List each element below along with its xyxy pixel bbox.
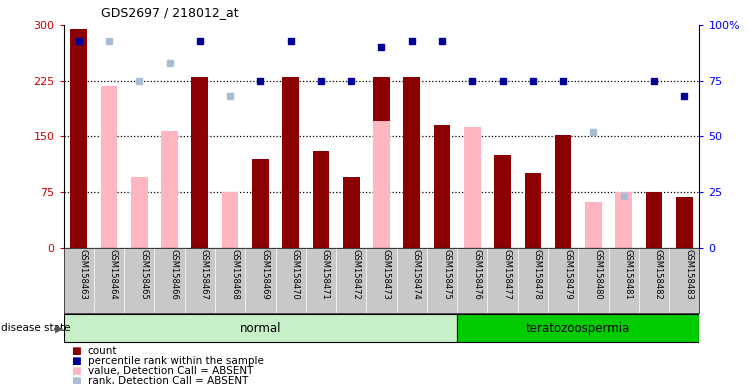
Text: ■: ■ bbox=[71, 356, 81, 366]
Bar bbox=[676, 197, 693, 248]
Text: disease state: disease state bbox=[1, 323, 71, 333]
Text: ■: ■ bbox=[71, 346, 81, 356]
Text: rank, Detection Call = ABSENT: rank, Detection Call = ABSENT bbox=[88, 376, 248, 384]
Text: GSM158464: GSM158464 bbox=[109, 249, 118, 300]
Text: GSM158475: GSM158475 bbox=[442, 249, 451, 300]
Bar bbox=[585, 202, 601, 248]
Bar bbox=[373, 121, 390, 248]
Text: ▶: ▶ bbox=[55, 323, 63, 333]
Bar bbox=[282, 77, 299, 248]
Text: percentile rank within the sample: percentile rank within the sample bbox=[88, 356, 263, 366]
Text: GSM158477: GSM158477 bbox=[503, 249, 512, 300]
Bar bbox=[162, 131, 178, 248]
Text: GSM158468: GSM158468 bbox=[230, 249, 239, 300]
Text: GDS2697 / 218012_at: GDS2697 / 218012_at bbox=[101, 6, 239, 19]
Text: GSM158472: GSM158472 bbox=[352, 249, 361, 300]
Text: GSM158474: GSM158474 bbox=[411, 249, 421, 300]
Text: GSM158483: GSM158483 bbox=[684, 249, 693, 300]
Bar bbox=[646, 192, 662, 248]
Bar bbox=[403, 77, 420, 248]
Text: GSM158480: GSM158480 bbox=[593, 249, 602, 300]
Text: GSM158471: GSM158471 bbox=[321, 249, 330, 300]
Bar bbox=[101, 86, 117, 248]
Bar bbox=[131, 177, 147, 248]
Text: value, Detection Call = ABSENT: value, Detection Call = ABSENT bbox=[88, 366, 253, 376]
Text: GSM158473: GSM158473 bbox=[381, 249, 390, 300]
Text: GSM158476: GSM158476 bbox=[472, 249, 481, 300]
Text: ■: ■ bbox=[71, 366, 81, 376]
Bar bbox=[221, 192, 239, 248]
Text: GSM158482: GSM158482 bbox=[654, 249, 663, 300]
Text: GSM158466: GSM158466 bbox=[170, 249, 179, 300]
Bar bbox=[252, 159, 269, 248]
Bar bbox=[464, 127, 481, 248]
Bar bbox=[524, 174, 542, 248]
Text: teratozoospermia: teratozoospermia bbox=[526, 322, 631, 335]
Text: ■: ■ bbox=[71, 376, 81, 384]
Bar bbox=[373, 77, 390, 248]
Bar bbox=[616, 192, 632, 248]
Text: GSM158469: GSM158469 bbox=[260, 249, 269, 300]
Text: GSM158470: GSM158470 bbox=[291, 249, 300, 300]
Bar bbox=[434, 125, 450, 248]
Text: normal: normal bbox=[239, 322, 281, 335]
Bar bbox=[70, 29, 87, 248]
Bar bbox=[313, 151, 329, 248]
Bar bbox=[191, 77, 208, 248]
Text: GSM158465: GSM158465 bbox=[139, 249, 148, 300]
Bar bbox=[555, 135, 571, 248]
Text: GSM158463: GSM158463 bbox=[79, 249, 88, 300]
Bar bbox=[64, 314, 457, 342]
Text: GSM158478: GSM158478 bbox=[533, 249, 542, 300]
Bar bbox=[343, 177, 360, 248]
Bar bbox=[457, 314, 699, 342]
Text: GSM158481: GSM158481 bbox=[624, 249, 633, 300]
Text: GSM158467: GSM158467 bbox=[200, 249, 209, 300]
Bar bbox=[494, 155, 511, 248]
Text: GSM158479: GSM158479 bbox=[563, 249, 572, 300]
Text: count: count bbox=[88, 346, 117, 356]
